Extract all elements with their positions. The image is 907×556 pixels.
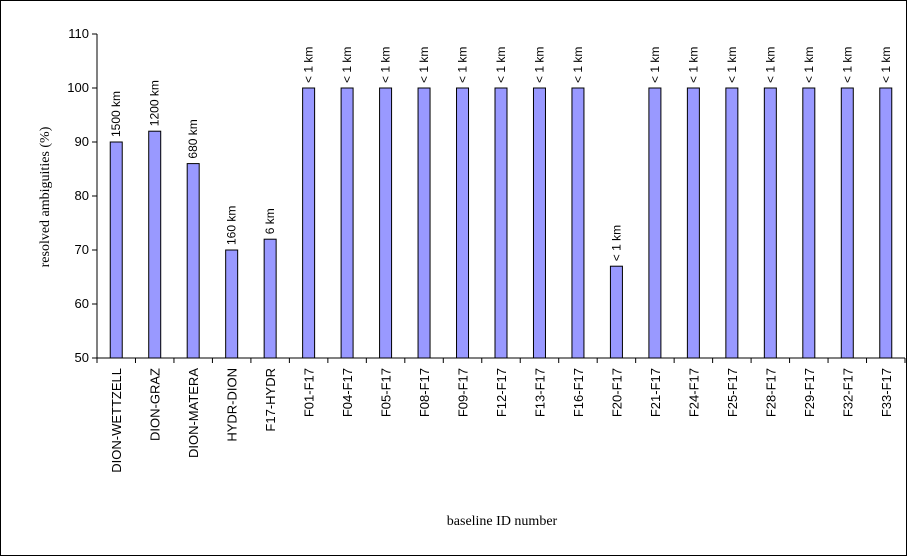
bar [763, 87, 777, 359]
y-tick-label: 100 [67, 80, 89, 95]
bar-data-label: < 1 km [686, 47, 700, 83]
bar-data-label: < 1 km [840, 47, 854, 83]
y-tick-label: 90 [75, 134, 89, 149]
y-tick-label: 110 [68, 26, 89, 41]
bar-data-label: < 1 km [763, 47, 777, 83]
bar-data-label: < 1 km [456, 47, 470, 83]
x-tick-label: F16-F17 [571, 368, 586, 417]
bar-data-label: < 1 km [609, 225, 623, 261]
bar [225, 249, 239, 359]
bar-data-label: 1200 km [148, 80, 162, 126]
x-tick-label: F04-F17 [340, 368, 355, 417]
x-tick-label: F12-F17 [494, 368, 509, 417]
y-tick-label: 50 [75, 350, 89, 365]
bar [456, 87, 470, 359]
bar-data-label: < 1 km [802, 47, 816, 83]
bar-data-label: < 1 km [571, 47, 585, 83]
bar [340, 87, 354, 359]
bar [302, 87, 316, 359]
bar-data-label: < 1 km [725, 47, 739, 83]
x-tick-label: F29-F17 [802, 368, 817, 417]
bar-data-label: 680 km [186, 119, 200, 158]
bar-labels: 1500 km 1200 km 680 km 160 km 6 km < 1 km < 1 … [109, 47, 893, 262]
bar-data-label: < 1 km [532, 47, 546, 83]
y-tick-label: 60 [75, 296, 89, 311]
bar-data-label: < 1 km [379, 47, 393, 83]
bar-data-label: < 1 km [340, 47, 354, 83]
x-tick-label: F21-F17 [648, 368, 663, 417]
bar [802, 87, 816, 359]
bar [532, 87, 546, 359]
x-tick-label: F13-F17 [532, 368, 547, 417]
x-tick-label: F24-F17 [686, 368, 701, 417]
y-tick-labels: 50 60 70 80 90 100 110 [67, 26, 89, 365]
bar-data-label: < 1 km [417, 47, 431, 83]
x-tick-label: F20-F17 [609, 368, 624, 417]
bar-data-label: < 1 km [648, 47, 662, 83]
x-tick-label: F17-HYDR [263, 368, 278, 432]
y-tick-label: 70 [75, 242, 89, 257]
bar [571, 87, 585, 359]
bar [379, 87, 393, 359]
bar [648, 87, 662, 359]
bar [263, 238, 277, 359]
x-tick-label: DION-MATERA [186, 368, 201, 458]
bar-data-label: 6 km [263, 208, 277, 234]
x-tick-label: HYDR-DION [225, 368, 240, 442]
x-tick-label: F32-F17 [840, 368, 855, 417]
y-tick-label: 80 [75, 188, 89, 203]
y-axis-title: resolved ambiguities (%) [38, 126, 53, 267]
x-tick-labels: DION-WETTZELL DION-GRAZ DION-MATERA HYDR-DI… [109, 368, 894, 473]
x-tick-label: F08-F17 [417, 368, 432, 417]
bar [417, 87, 431, 359]
bar [840, 87, 854, 359]
bar [494, 87, 508, 359]
x-tick-label: DION-GRAZ [148, 368, 163, 441]
bar [725, 87, 739, 359]
x-axis-title: baseline ID number [447, 514, 558, 529]
bar [186, 163, 200, 359]
bar-data-label: 1500 km [109, 91, 123, 137]
bar [109, 141, 123, 359]
bar [609, 265, 623, 359]
x-tick-label: F25-F17 [725, 368, 740, 417]
bar-data-label: 160 km [225, 206, 239, 245]
x-tick-label: DION-WETTZELL [109, 368, 124, 473]
bar [686, 87, 700, 359]
x-tick-label: F09-F17 [456, 368, 471, 417]
bars [109, 87, 893, 359]
x-tick-label: F33-F17 [879, 368, 894, 417]
x-tick-label: F05-F17 [379, 368, 394, 417]
bar-data-label: < 1 km [879, 47, 893, 83]
bar-data-label: < 1 km [302, 47, 316, 83]
bar [879, 87, 893, 359]
x-tick-label: F01-F17 [302, 368, 317, 417]
bar-data-label: < 1 km [494, 47, 508, 83]
x-tick-label: F28-F17 [763, 368, 778, 417]
bar [148, 130, 162, 359]
